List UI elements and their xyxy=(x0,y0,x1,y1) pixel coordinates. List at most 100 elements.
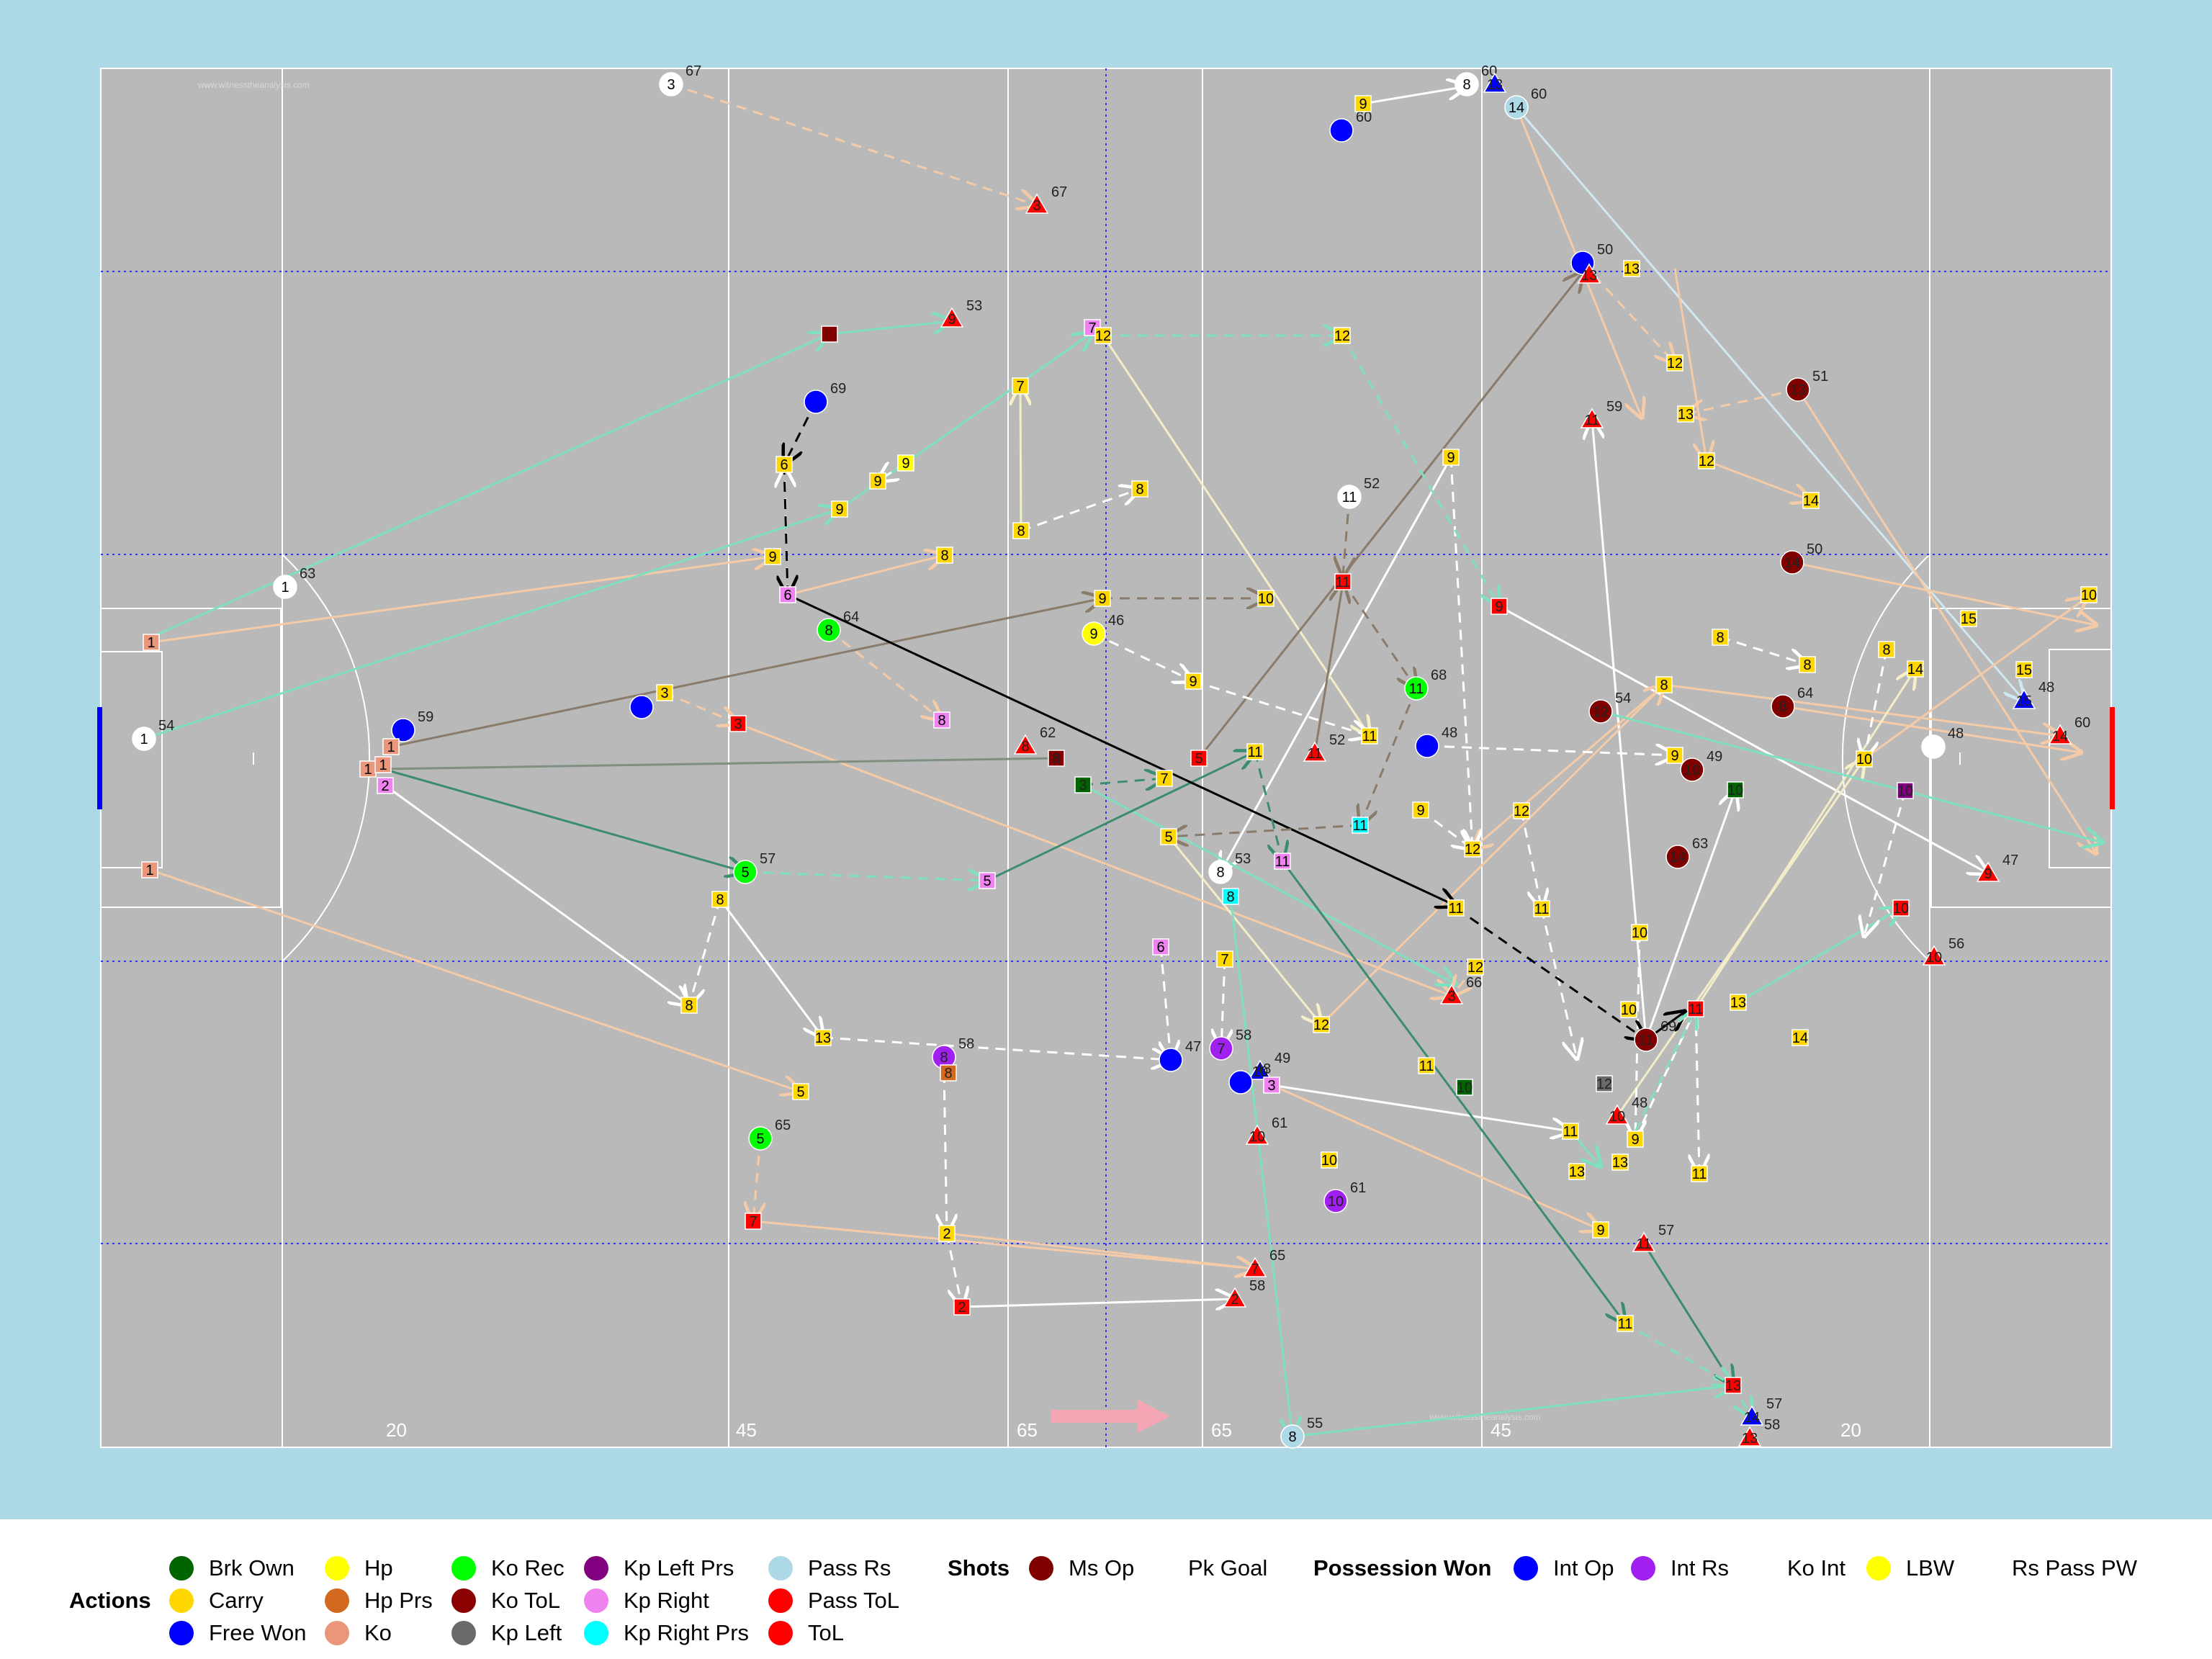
marker-square: 5 xyxy=(979,872,996,889)
marker-triangle: 10 56 xyxy=(1922,936,1964,966)
marker-minute: 57 xyxy=(760,851,775,867)
legend-label: Ko xyxy=(364,1620,392,1645)
marker-label: 13 xyxy=(815,1030,831,1046)
marker-label: 9 xyxy=(1596,1223,1604,1238)
marker-square: 3 xyxy=(729,715,747,732)
legend-swatch xyxy=(451,1556,476,1581)
marker-minute: 57 xyxy=(1766,1396,1782,1412)
marker-label: 10 xyxy=(1328,1194,1344,1210)
legend-swatch xyxy=(451,1621,476,1645)
legend-swatch xyxy=(325,1588,349,1613)
legend-label: Hp Prs xyxy=(364,1588,433,1613)
legend-label: Kp Right xyxy=(624,1588,709,1613)
marker-label: 10 xyxy=(1609,1109,1625,1125)
marker-circle: 48 xyxy=(1228,1061,1271,1094)
marker-triangle: 11 59 xyxy=(1580,399,1622,428)
marker-label: 9 xyxy=(1495,599,1503,615)
legend-swatch xyxy=(1748,1556,1772,1581)
marker-label: 9 xyxy=(835,502,843,518)
marker-square: 10 xyxy=(1257,590,1274,607)
marker-label: 10 xyxy=(1252,1064,1268,1080)
marker-label: 11 xyxy=(1534,902,1550,917)
yard-label: 65 xyxy=(1017,1419,1038,1441)
marker-circle: 8 64 xyxy=(817,609,859,642)
legend-swatch xyxy=(1148,1556,1173,1581)
marker-triangle: 11 52 xyxy=(1303,732,1345,762)
marker-label: 8 xyxy=(1052,751,1060,767)
marker-label: 9 xyxy=(902,456,909,472)
marker-label: 13 xyxy=(1487,77,1503,93)
marker-minute: 48 xyxy=(2038,680,2054,696)
marker-minute: 53 xyxy=(1235,851,1251,867)
marker-label: 5 xyxy=(983,873,991,889)
legend-item: Ko Rec xyxy=(451,1555,565,1581)
marker-label: 8 xyxy=(1803,657,1811,673)
legend-label: Hp xyxy=(364,1555,393,1581)
legend-shots-title: Shots xyxy=(948,1555,1010,1581)
marker-label: 9 xyxy=(1189,674,1197,690)
marker-label: 2 xyxy=(943,1226,950,1242)
marker-circle: 8 55 xyxy=(1280,1416,1323,1449)
marker-label: 2 xyxy=(958,1300,966,1316)
legend-label: Free Won xyxy=(209,1620,307,1645)
marker-label: 3 xyxy=(660,685,668,701)
marker-square: 6 xyxy=(1152,938,1169,956)
watermark-top: www.witnesstheanalysis.com xyxy=(197,80,310,90)
marker-minute: 50 xyxy=(1597,242,1613,258)
marker-square: 10 xyxy=(1631,924,1648,941)
marker-label: 8 xyxy=(1021,739,1029,755)
marker-label: 7 xyxy=(1160,771,1168,787)
legend-item: Kp Left xyxy=(451,1620,562,1645)
marker-circle: 59 xyxy=(391,709,433,742)
marker-triangle: 9 47 xyxy=(1976,853,2018,882)
marker-square: 9 xyxy=(869,472,886,490)
marker-label: 1 xyxy=(147,635,155,651)
legend-label: Pass Rs xyxy=(808,1555,891,1581)
marker-label: 14 xyxy=(1744,1410,1760,1426)
legend-swatch xyxy=(584,1556,608,1581)
marker-circle: 69 xyxy=(804,381,846,414)
marker-circle: 9 46 xyxy=(1082,613,1124,646)
marker-label: 12 xyxy=(1667,356,1683,372)
marker-square: 12 xyxy=(1467,958,1484,976)
marker-square: 8 xyxy=(1878,641,1895,658)
marker-square: 15 xyxy=(1960,610,1977,627)
marker-label: 5 xyxy=(741,865,749,881)
marker-label: 3 xyxy=(1447,989,1455,1004)
marker-label: 7 xyxy=(1088,320,1096,336)
marker-square: 6 xyxy=(775,456,793,473)
legend-item: Brk Own xyxy=(169,1555,295,1581)
marker-minute: 58 xyxy=(1764,1417,1780,1433)
marker-label: 10 xyxy=(1684,763,1700,778)
marker-minute: 49 xyxy=(1274,1051,1290,1066)
marker-minute: 47 xyxy=(2002,853,2018,868)
marker-minute: 53 xyxy=(966,298,982,314)
marker-minute: 65 xyxy=(1269,1248,1285,1264)
marker-label: 15 xyxy=(2016,662,2032,678)
legend-label: Rs Pass PW xyxy=(2012,1555,2138,1581)
marker-square: 11 xyxy=(1246,743,1264,760)
marker-minute: 57 xyxy=(1658,1223,1674,1238)
legend-label: Brk Own xyxy=(209,1555,295,1581)
marker-label: 9 xyxy=(1447,450,1455,466)
legend-item: Kp Left Prs xyxy=(584,1555,734,1581)
marker-square: 9 xyxy=(831,500,848,518)
marker-circle: 1 54 xyxy=(132,718,174,751)
goal-right xyxy=(2110,707,2115,809)
marker-triangle: 13 xyxy=(1483,72,1507,93)
marker-square: 7 xyxy=(1156,770,1173,787)
marker-square: 12 xyxy=(1334,327,1351,344)
marker-square: 7 xyxy=(1012,377,1029,395)
marker-label: 11 xyxy=(1449,901,1464,917)
marker-square: 13 xyxy=(1568,1163,1586,1180)
marker-label: 1 xyxy=(281,580,289,595)
marker-label: 9 xyxy=(1089,626,1097,642)
marker-square: 8 xyxy=(1712,629,1729,646)
marker-square: 1 xyxy=(141,861,158,878)
marker-minute: 46 xyxy=(1108,613,1124,629)
marker-square: 10 xyxy=(1321,1151,1338,1169)
marker-circle: 47 xyxy=(1159,1039,1201,1072)
marker-square: 8 xyxy=(1012,522,1030,539)
marker-label: 12 xyxy=(1514,804,1529,819)
marker-label: 8 xyxy=(685,998,693,1014)
